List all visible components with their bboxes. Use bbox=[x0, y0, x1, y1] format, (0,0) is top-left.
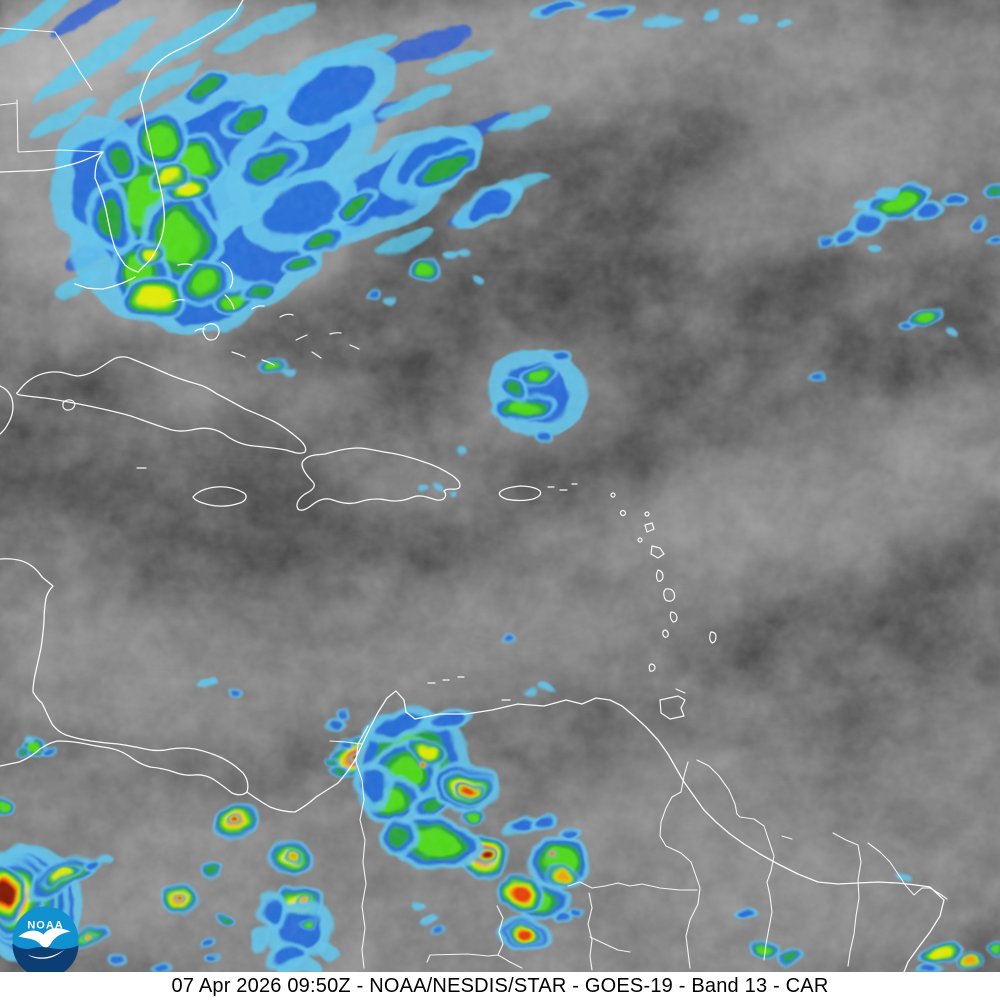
coastline-virgin-islands bbox=[547, 483, 578, 491]
coastline-florida-keys bbox=[74, 276, 136, 290]
coastline-lesser-antilles bbox=[427, 492, 717, 720]
coastline-bahamas bbox=[171, 261, 360, 366]
coastline-panama-colombia bbox=[246, 759, 356, 813]
border-venezuela-guyana-east bbox=[696, 759, 775, 961]
border-venezuela-brazil-east bbox=[497, 954, 523, 969]
border-colombia-interior bbox=[329, 740, 363, 745]
border-suriname-frenchguiana bbox=[867, 842, 948, 900]
coastline-isle-of-youth bbox=[62, 399, 76, 411]
coastline-jamaica bbox=[192, 486, 247, 507]
coastline-puerto-rico bbox=[498, 485, 542, 502]
border-venezuela-guyana-west bbox=[659, 761, 701, 969]
border-colombia-venezuela bbox=[355, 725, 369, 969]
us-state-borders bbox=[0, 27, 104, 153]
noaa-logo: NOAA bbox=[12, 906, 79, 978]
noaa-logo-bird-icon bbox=[18, 928, 71, 948]
caption-bar: 07 Apr 2026 09:50Z - NOAA/NESDIS/STAR - … bbox=[0, 972, 1000, 1000]
border-brazil-interior bbox=[587, 892, 593, 971]
border-guyana-suriname bbox=[832, 832, 862, 967]
border-brazil-branch bbox=[589, 936, 631, 953]
coastline-south-america bbox=[354, 690, 945, 973]
border-brazil-guyana-south bbox=[567, 881, 698, 891]
coastline-yucatan bbox=[0, 385, 14, 435]
caption-text: 07 Apr 2026 09:50Z - NOAA/NESDIS/STAR - … bbox=[171, 974, 829, 997]
coastline-central-america bbox=[0, 558, 249, 796]
noaa-logo-ocean bbox=[12, 943, 79, 978]
coastline-cuba bbox=[16, 356, 307, 454]
noaa-logo-swoosh bbox=[27, 949, 65, 959]
noaa-logo-text: NOAA bbox=[27, 920, 63, 932]
coastline-hispaniola bbox=[296, 447, 461, 511]
coastline-overlay bbox=[0, 0, 945, 973]
coastline-us-southeast bbox=[0, 0, 244, 273]
border-frenchguiana-edge bbox=[781, 835, 793, 840]
country-borders-overlay bbox=[329, 725, 948, 971]
